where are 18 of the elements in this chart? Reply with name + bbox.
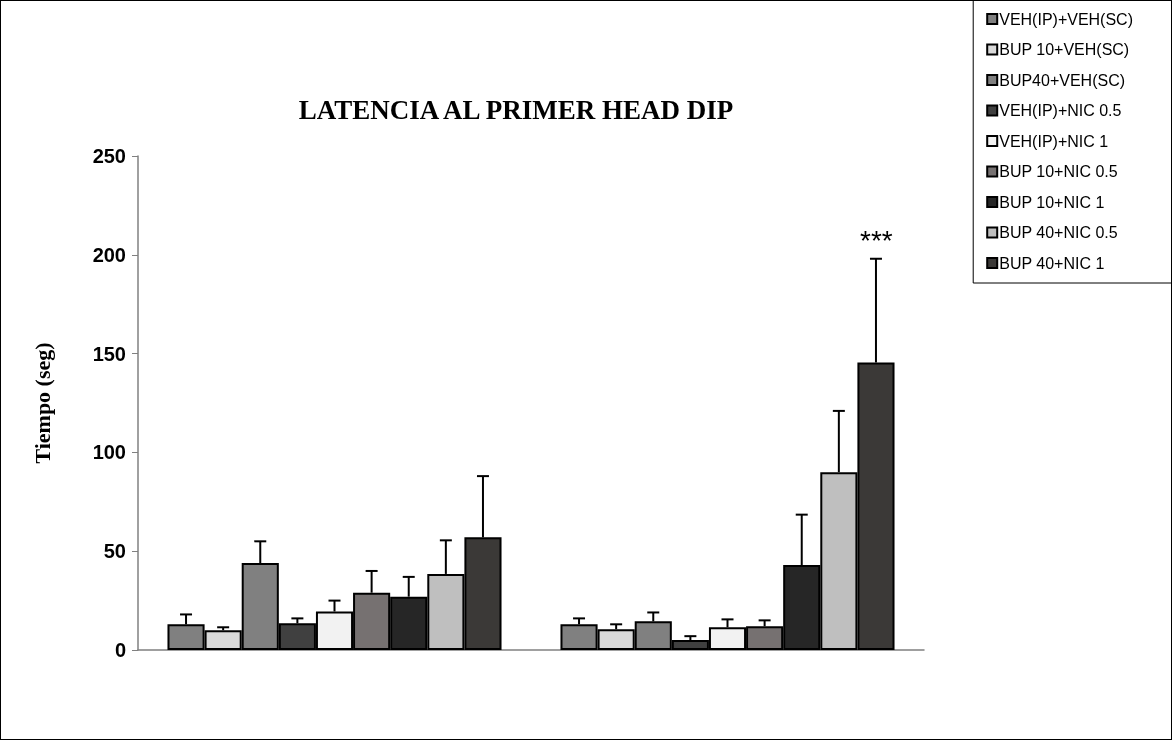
legend-label: BUP40+VEH(SC) [999,71,1126,89]
legend-label: BUP 40+NIC 1 [999,254,1105,272]
y-tick-label: 250 [92,145,126,167]
y-tick-label: 0 [114,639,126,661]
legend-label: VEH(IP)+NIC 0.5 [999,102,1122,119]
y-tick-label: 50 [103,540,126,563]
legend-label: BUP 10+VEH(SC) [999,41,1130,58]
y-axis-title: Tiempo (seg) [29,342,55,464]
y-tick-label: 100 [92,441,126,464]
legend-label: BUP 10+NIC 0.5 [999,163,1118,180]
y-tick-label: 150 [92,342,126,365]
chart-title: LATENCIA AL PRIMER HEAD DIP [298,94,734,125]
legend-label: BUP 10+NIC 1 [999,193,1105,211]
legend-label: VEH(IP)+NIC 1 [999,132,1109,150]
y-tick-label: 200 [92,243,126,266]
legend-label: VEH(IP)+VEH(SC) [999,10,1133,28]
legend-label: BUP 40+NIC 0.5 [999,224,1118,241]
annotation: *** [859,225,893,257]
